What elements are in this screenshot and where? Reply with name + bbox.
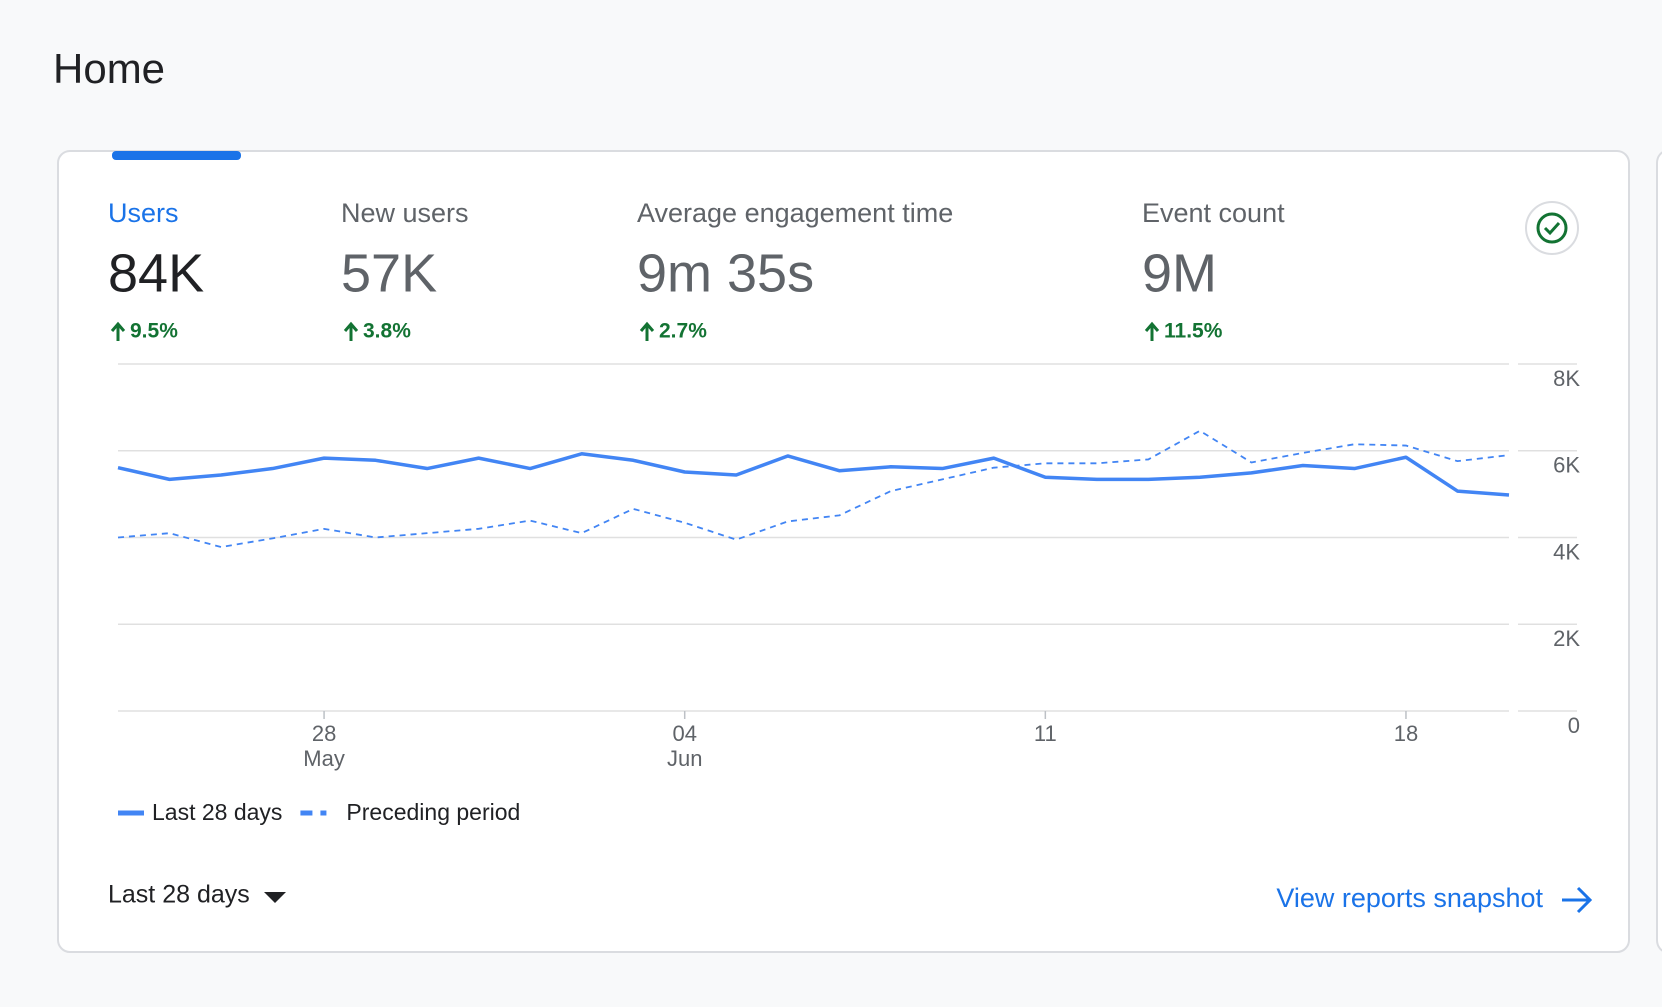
metric-label[interactable]: Users <box>108 198 179 228</box>
metric-tab[interactable]: New users 57K 3.8% <box>341 198 469 342</box>
x-tick-label: 11 <box>1034 721 1057 746</box>
metric-value[interactable]: 9m 35s <box>637 243 814 303</box>
tab-indicator <box>112 151 241 160</box>
y-tick-label: 4K <box>1553 539 1580 564</box>
date-range-dropdown[interactable]: Last 28 days <box>108 881 286 909</box>
metric-tab[interactable]: Average engagement time 9m 35s 2.7% <box>637 198 953 342</box>
up-arrow <box>343 321 359 341</box>
next-card <box>1656 151 1662 952</box>
link-text[interactable]: View reports snapshot <box>1276 883 1543 913</box>
x-tick-sublabel: Jun <box>667 746 702 771</box>
y-tick-label: 6K <box>1553 453 1580 478</box>
metric-value[interactable]: 84K <box>108 243 204 303</box>
y-tick-label: 0 <box>1568 713 1580 738</box>
card <box>57 150 1630 953</box>
metric-tab[interactable]: Users 84K 9.5% <box>108 198 204 342</box>
legend-label: Preceding period <box>346 799 520 825</box>
metric-change[interactable]: 3.8% <box>363 320 411 343</box>
x-tick-label: 04 <box>672 721 696 746</box>
metric-value[interactable]: 9M <box>1142 243 1217 303</box>
y-tick-label: 8K <box>1553 366 1580 391</box>
up-arrow <box>110 321 126 341</box>
metric-label[interactable]: New users <box>341 198 469 228</box>
status-check[interactable] <box>1525 201 1579 255</box>
legend-label: Last 28 days <box>152 799 282 825</box>
y-tick-label: 2K <box>1553 626 1580 651</box>
metric-change[interactable]: 11.5% <box>1164 320 1223 343</box>
metric-label[interactable]: Average engagement time <box>637 198 953 228</box>
metric-label[interactable]: Event count <box>1142 198 1285 228</box>
metric-change[interactable]: 2.7% <box>659 320 707 343</box>
series-line <box>117 452 1510 497</box>
page-title: Home <box>53 45 165 92</box>
series-line <box>117 429 1510 548</box>
x-tick-sublabel: May <box>303 746 345 771</box>
metric-tab[interactable]: Event count 9M 11.5% <box>1142 198 1285 342</box>
date-range[interactable]: Last 28 days <box>108 881 250 909</box>
up-arrow <box>1144 321 1160 341</box>
view-reports-link[interactable]: View reports snapshot <box>1276 883 1593 913</box>
metric-change[interactable]: 9.5% <box>130 320 178 343</box>
up-arrow <box>639 321 655 341</box>
x-tick-label: 18 <box>1394 721 1418 746</box>
x-tick-label: 28 <box>312 721 336 746</box>
metric-value[interactable]: 57K <box>341 243 437 303</box>
